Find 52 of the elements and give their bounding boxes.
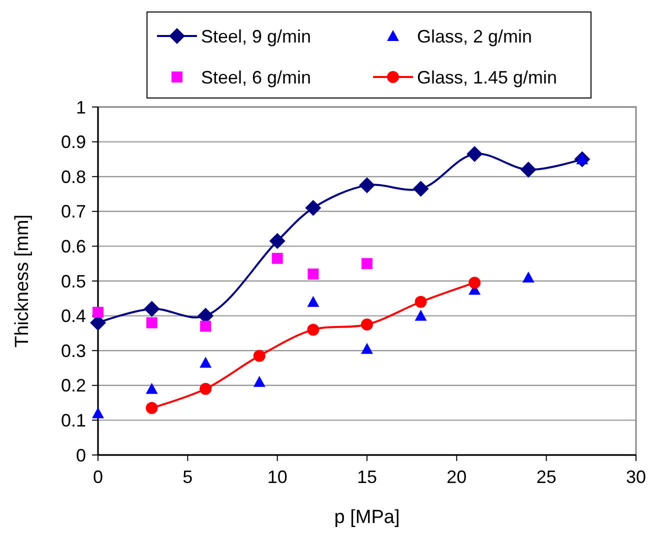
y-tick-label: 0.9 [60, 132, 86, 152]
legend-label: Steel, 9 g/min [201, 26, 312, 46]
x-tick-label: 15 [356, 467, 378, 487]
point [144, 300, 160, 317]
point [272, 252, 283, 264]
point [466, 146, 483, 162]
y-tick-label: 0.3 [60, 340, 86, 361]
point [520, 162, 536, 178]
point [468, 276, 481, 289]
point [307, 324, 320, 336]
point [361, 342, 373, 354]
point [92, 306, 104, 318]
x-tick-label: 20 [446, 467, 467, 487]
legend-label: Steel, 6 g/min [201, 67, 312, 88]
point [200, 320, 212, 332]
y-tick-label: 0.8 [60, 166, 86, 187]
x-tick-label: 30 [626, 467, 646, 487]
x-tick-label: 0 [92, 467, 104, 487]
legend-label: Glass, 1.45 g/min [417, 67, 558, 88]
point [200, 382, 212, 395]
point [307, 296, 320, 307]
point [200, 356, 212, 368]
legend-label: Glass, 2 g/min [417, 26, 532, 46]
x-tick-label: 25 [536, 467, 556, 487]
y-tick-label: 1 [76, 97, 86, 118]
point [146, 317, 158, 328]
y-tick-label: 0.5 [60, 271, 86, 292]
y-tick-label: 0.7 [60, 202, 86, 222]
y-tick-label: 0.2 [60, 376, 86, 396]
point [305, 200, 322, 216]
point [308, 268, 319, 280]
y-tick-label: 0 [76, 445, 86, 466]
point [362, 258, 372, 270]
point [359, 177, 375, 194]
point [522, 272, 534, 283]
x-axis-title: p [MPa] [334, 507, 400, 528]
point [253, 376, 266, 387]
y-axis-title: Thickness [mm] [12, 214, 33, 348]
point [269, 232, 286, 249]
point [146, 402, 158, 414]
point [414, 310, 427, 321]
point [146, 382, 158, 394]
point [414, 296, 427, 308]
point [412, 180, 429, 197]
point [361, 318, 373, 330]
x-tick-label: 10 [267, 467, 288, 487]
y-tick-label: 0.6 [60, 236, 86, 256]
y-tick-label: 0.1 [60, 410, 86, 430]
point [92, 407, 104, 418]
y-tick-label: 0.4 [60, 306, 86, 326]
point [253, 350, 266, 362]
x-tick-label: 5 [182, 467, 193, 487]
